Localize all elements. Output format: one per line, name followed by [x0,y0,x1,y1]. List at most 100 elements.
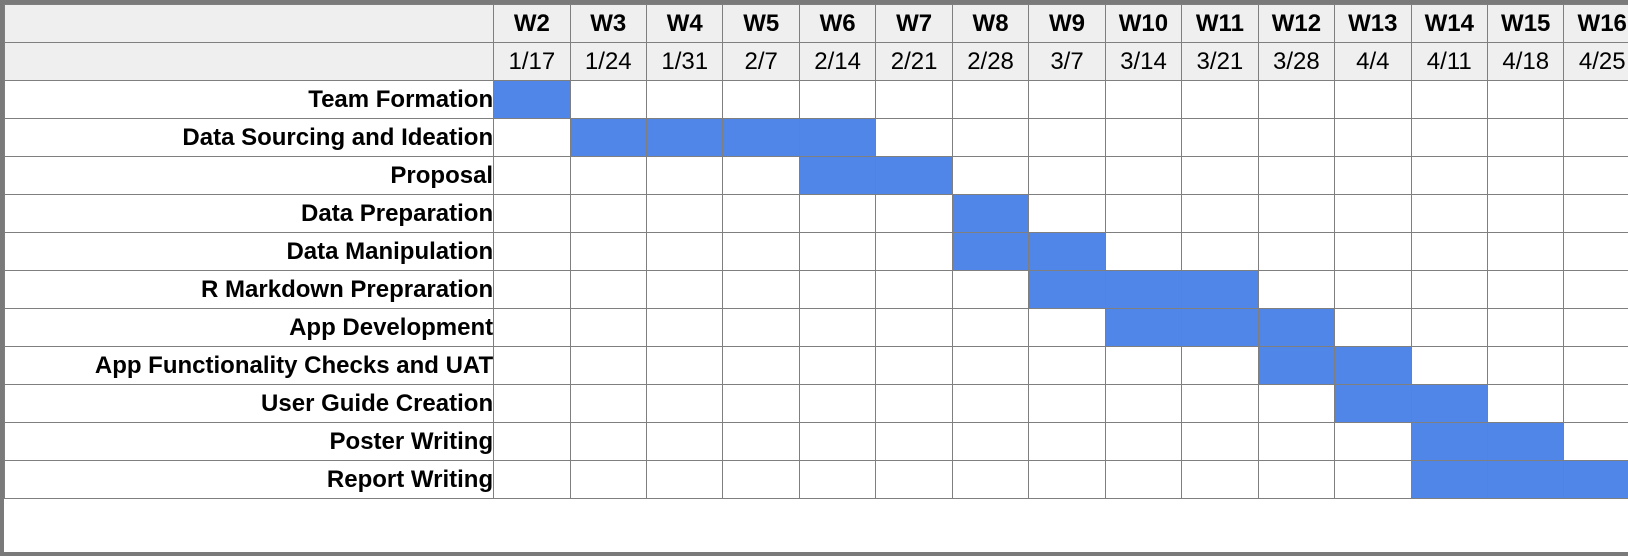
gantt-empty-cell [722,80,800,119]
gantt-empty-cell [951,118,1030,157]
gantt-empty-cell [1257,270,1336,309]
gantt-empty-cell [646,460,724,499]
gantt-empty-cell [1410,270,1489,309]
gantt-empty-cell [1104,460,1183,499]
gantt-empty-cell [646,346,724,385]
gantt-empty-cell [1028,194,1106,233]
gantt-empty-cell [951,384,1030,423]
gantt-empty-cell [1334,422,1412,461]
gantt-empty-cell [1410,232,1489,271]
gantt-empty-cell [875,232,953,271]
task-row: User Guide Creation [3,384,1628,423]
gantt-empty-cell [875,308,953,347]
gantt-empty-cell [1486,194,1565,233]
gantt-empty-cell [951,308,1030,347]
gantt-empty-cell [875,80,953,119]
gantt-empty-cell [1486,308,1565,347]
gantt-empty-cell [1334,308,1412,347]
gantt-bar-cell [1486,460,1565,499]
gantt-empty-cell [1104,232,1183,271]
gantt-empty-cell [722,270,800,309]
gantt-empty-cell [493,194,571,233]
task-name: App Functionality Checks and UAT [3,346,495,385]
task-name: Data Preparation [3,194,495,233]
week-label: W10 [1104,4,1183,43]
gantt-empty-cell [493,270,571,309]
gantt-empty-cell [1486,118,1565,157]
gantt-empty-cell [1104,422,1183,461]
gantt-empty-cell [569,384,648,423]
gantt-empty-cell [951,80,1030,119]
gantt-empty-cell [722,422,800,461]
gantt-empty-cell [798,232,877,271]
week-date: 3/14 [1104,42,1183,81]
gantt-empty-cell [569,422,648,461]
gantt-bar-cell [1181,270,1259,309]
gantt-empty-cell [1257,80,1336,119]
gantt-empty-cell [1181,118,1259,157]
week-date: 1/31 [646,42,724,81]
gantt-empty-cell [1028,308,1106,347]
task-name: Report Writing [3,460,495,499]
gantt-empty-cell [1410,194,1489,233]
week-date: 3/28 [1257,42,1336,81]
week-label: W14 [1410,4,1489,43]
gantt-empty-cell [1486,346,1565,385]
gantt-empty-cell [646,422,724,461]
task-name: App Development [3,308,495,347]
week-label: W9 [1028,4,1106,43]
gantt-empty-cell [1181,346,1259,385]
week-date: 1/17 [493,42,571,81]
gantt-empty-cell [722,346,800,385]
week-label: W2 [493,4,571,43]
task-row: Team Formation [3,80,1628,119]
gantt-empty-cell [1486,232,1565,271]
gantt-bar-cell [1257,308,1336,347]
task-name: Poster Writing [3,422,495,461]
gantt-bar-cell [951,194,1030,233]
gantt-bar-cell [1257,346,1336,385]
gantt-empty-cell [1257,232,1336,271]
gantt-empty-cell [1334,232,1412,271]
task-name: R Markdown Prepraration [3,270,495,309]
gantt-empty-cell [951,346,1030,385]
gantt-empty-cell [1563,384,1628,423]
gantt-empty-cell [1410,80,1489,119]
week-label: W5 [722,4,800,43]
gantt-bar-cell [646,118,724,157]
gantt-empty-cell [951,156,1030,195]
gantt-empty-cell [798,422,877,461]
gantt-empty-cell [1410,308,1489,347]
week-date: 3/7 [1028,42,1106,81]
gantt-empty-cell [951,270,1030,309]
week-label: W7 [875,4,953,43]
gantt-bar-cell [1181,308,1259,347]
gantt-empty-cell [1181,156,1259,195]
gantt-empty-cell [569,194,648,233]
gantt-empty-cell [875,118,953,157]
gantt-empty-cell [1563,346,1628,385]
gantt-empty-cell [951,422,1030,461]
gantt-empty-cell [1334,156,1412,195]
gantt-empty-cell [1181,80,1259,119]
gantt-empty-cell [875,384,953,423]
task-row: Report Writing [3,460,1628,499]
gantt-empty-cell [722,194,800,233]
gantt-empty-cell [1563,422,1628,461]
gantt-table: W2 W3 W4 W5 W6 W7 W8 W9 W10 W11 W12 W13 W14 W15 W16 1/1… [3,4,1628,499]
gantt-empty-cell [569,232,648,271]
gantt-bar-cell [1486,422,1565,461]
week-label: W13 [1334,4,1412,43]
gantt-empty-cell [1410,156,1489,195]
gantt-empty-cell [951,460,1030,499]
header-corner-cell [3,42,495,81]
task-name: Proposal [3,156,495,195]
task-row: App Development [3,308,1628,347]
task-row: Proposal [3,156,1628,195]
gantt-empty-cell [646,232,724,271]
gantt-empty-cell [646,270,724,309]
gantt-empty-cell [1257,460,1336,499]
gantt-empty-cell [1028,460,1106,499]
header-corner-cell [3,4,495,43]
gantt-empty-cell [798,308,877,347]
